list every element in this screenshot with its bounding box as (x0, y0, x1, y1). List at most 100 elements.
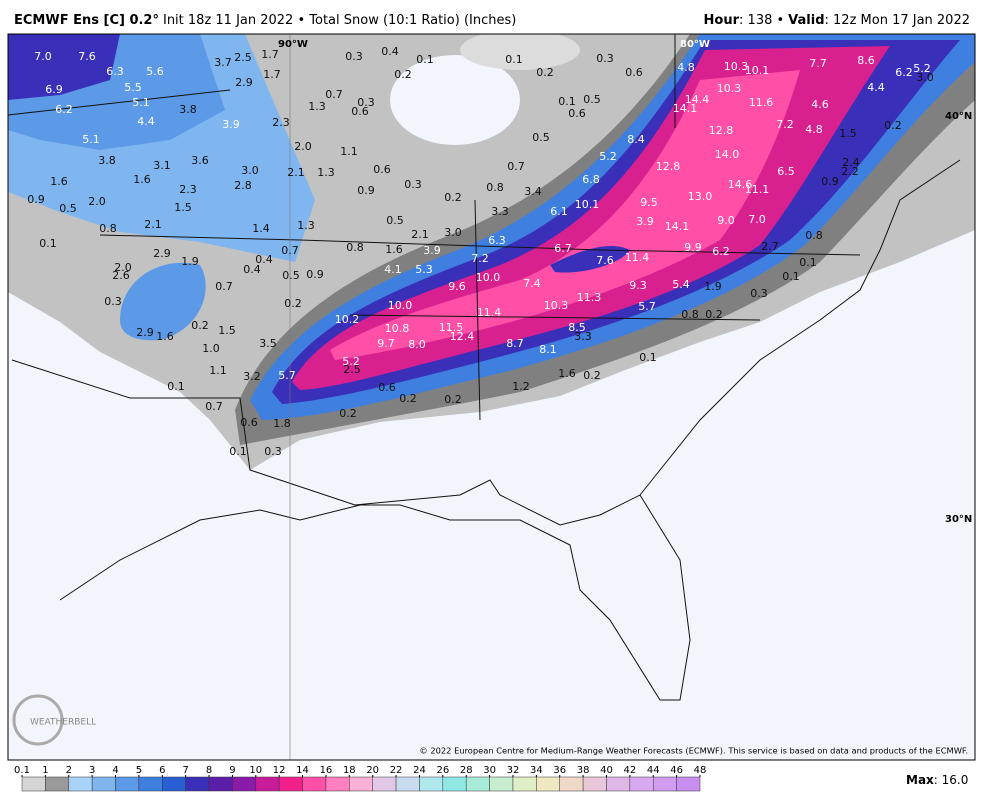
colorbar-swatch (302, 776, 327, 792)
snow-amount-label: 1.0 (202, 342, 220, 355)
snow-shade-pink (330, 70, 800, 360)
snow-amount-label: 0.1 (782, 270, 800, 283)
snow-amount-label: 7.4 (523, 277, 541, 290)
colorbar-tick-label: 46 (670, 765, 683, 776)
snow-amount-label: 5.3 (415, 263, 433, 276)
snow-amount-label: 0.8 (346, 241, 364, 254)
snow-shade-trace (460, 34, 580, 70)
snow-amount-label: 0.9 (306, 268, 324, 281)
snow-amount-label: 0.7 (205, 400, 223, 413)
colorbar-swatch (255, 776, 280, 792)
snow-amount-label: 0.2 (339, 407, 357, 420)
colorbar-swatch (489, 776, 514, 792)
snow-amount-label: 1.6 (156, 330, 174, 343)
snow-amount-label: 3.7 (214, 56, 232, 69)
map-labels: 7.0 7.66.3 5.66.9 5.56.25.13.84.43.7 2.5 1.72… (27, 45, 934, 458)
snow-amount-label: 6.2 (712, 245, 730, 258)
colorbar-tick-label: 10 (249, 765, 262, 776)
snow-amount-label: 2.3 (272, 116, 290, 129)
snow-amount-label: 10.8 (385, 322, 410, 335)
snow-amount-label: 5.5 (124, 81, 142, 94)
colorbar-tick-label: 44 (647, 765, 660, 776)
snow-amount-label: 0.3 (264, 445, 282, 458)
snow-amount-label: 7.2 (471, 252, 489, 265)
colorbar-swatch (419, 776, 444, 792)
colorbar: 0.1 1 2 3 4 5 6 7 8 9 10 12 14 16 18 20 22 24 26 28 30 32 34 36… (14, 765, 706, 792)
snow-amount-label: 1.8 (273, 417, 291, 430)
lon-label: 90°W (278, 39, 308, 50)
snow-amount-label: 2.1 (411, 228, 429, 241)
snow-amount-label: 0.1 (229, 445, 247, 458)
colorbar-tick-label: 6 (159, 765, 165, 776)
snow-amount-label: 0.9 (821, 175, 839, 188)
snow-amount-label: 0.1 (799, 256, 817, 269)
snow-amount-label: 11.5 (439, 321, 464, 334)
snow-amount-label: 7.0 (748, 213, 766, 226)
snow-amount-label: 10.0 (476, 271, 501, 284)
snow-amount-label: 0.8 (681, 308, 699, 321)
snow-amount-label: 9.6 (448, 280, 466, 293)
colorbar-swatch (465, 776, 490, 792)
colorbar-swatch (162, 776, 186, 792)
colorbar-tick-label: 38 (577, 765, 590, 776)
snow-amount-label: 3.9 (222, 118, 240, 131)
valid-value: : 12z Mon 17 Jan 2022 (825, 13, 970, 28)
snow-amount-label: 6.2 (55, 103, 73, 116)
colorbar-tick-label: 8 (206, 765, 212, 776)
model: ECMWF Ens [C] 0.2° (14, 13, 159, 28)
colorbar-swatch (45, 776, 70, 792)
colorbar-swatch (21, 776, 46, 792)
snow-amount-label: 4.8 (805, 123, 823, 136)
snow-amount-label: 10.0 (388, 299, 413, 312)
snow-amount-label: 8.6 (857, 54, 875, 67)
max-label: Max (906, 773, 934, 787)
snow-amount-label: 3.1 (153, 159, 171, 172)
colorbar-tick-label: 14 (296, 765, 309, 776)
valid-label: Valid (788, 13, 824, 28)
snow-amount-label: 0.4 (255, 253, 273, 266)
colorbar-tick-label: 36 (553, 765, 566, 776)
snow-amount-label: 5.2 (599, 150, 617, 163)
snow-amount-label: 0.3 (104, 295, 122, 308)
snow-amount-label: 1.3 (297, 219, 315, 232)
snow-amount-label: 0.2 (583, 369, 601, 382)
snow-amount-label: 9.0 (717, 214, 735, 227)
snow-amount-label: 0.4 (381, 45, 399, 58)
snow-amount-label: 0.9 (27, 193, 45, 206)
snow-amount-label: 4.4 (867, 81, 885, 94)
snow-amount-label: 2.0 (88, 195, 106, 208)
colorbar-swatch (91, 776, 116, 792)
snow-amount-label: 0.3 (345, 50, 363, 63)
map: 7.0 7.66.3 5.66.9 5.56.25.13.84.43.7 2.5 1.72… (8, 34, 975, 760)
colorbar-swatch (629, 776, 654, 792)
snow-amount-label: 5.6 (146, 65, 164, 78)
snow-amount-label: 7.6 (78, 50, 96, 63)
snow-amount-label: 9.3 (629, 279, 647, 292)
snow-amount-label: 0.6 (240, 416, 258, 429)
colorbar-tick-label: 30 (483, 765, 496, 776)
snow-amount-label: 8.1 (539, 343, 557, 356)
snow-amount-label: 10.3 (544, 299, 569, 312)
lat-label: 30°N (945, 514, 972, 525)
snow-amount-label: 1.7 (263, 68, 281, 81)
colorbar-swatch (278, 776, 303, 792)
colorbar-swatch (559, 776, 584, 792)
snow-amount-label: 14.1 (665, 220, 690, 233)
snow-amount-label: 1.6 (50, 175, 68, 188)
snow-amount-label: 14.4 (685, 93, 710, 106)
snow-amount-label: 0.2 (444, 191, 462, 204)
colorbar-tick-label: 7 (182, 765, 188, 776)
snow-amount-label: 2.9 (136, 326, 154, 339)
snow-amount-label: 8.5 (568, 321, 586, 334)
colorbar-swatch (395, 776, 420, 792)
snow-amount-label: 10.3 (724, 60, 749, 73)
snow-amount-label: 0.1 (505, 53, 523, 66)
snow-amount-label: 6.9 (45, 83, 63, 96)
snow-amount-label: 1.2 (512, 380, 530, 393)
snow-amount-label: 0.6 (625, 66, 643, 79)
snow-amount-label: 9.5 (640, 196, 658, 209)
snow-amount-label: 0.9 (357, 184, 375, 197)
snow-amount-label: 3.6 (191, 154, 209, 167)
snow-amount-label: 3.4 (524, 185, 542, 198)
